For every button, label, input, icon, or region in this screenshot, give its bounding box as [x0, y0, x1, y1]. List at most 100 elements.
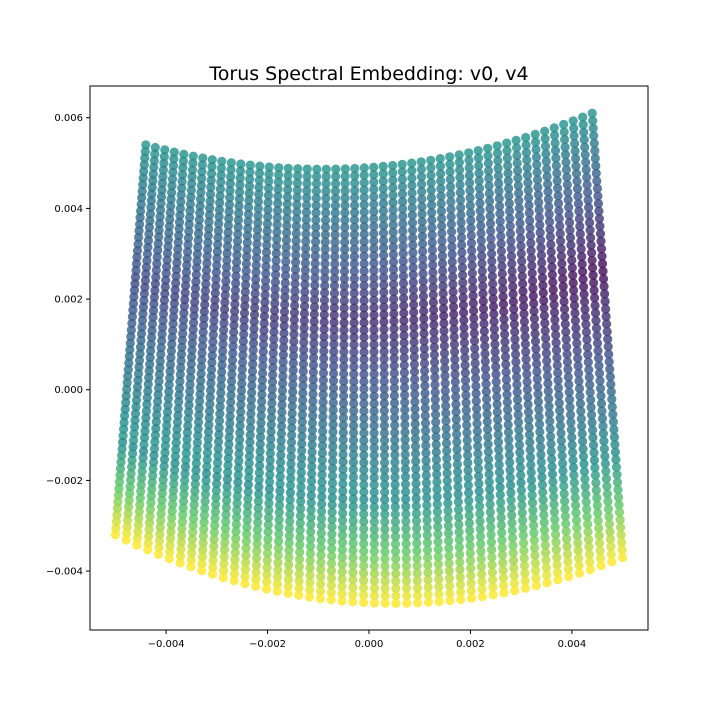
scatter-point: [599, 444, 610, 454]
scatter-point: [245, 444, 255, 454]
scatter-point: [138, 180, 148, 190]
scatter-point: [463, 473, 473, 483]
scatter-point: [544, 394, 554, 404]
scatter-point: [511, 364, 521, 375]
scatter-point: [317, 492, 327, 502]
scatter-point: [379, 243, 389, 253]
scatter-point: [125, 488, 135, 498]
scatter-point: [408, 262, 418, 273]
scatter-point: [599, 281, 609, 291]
scatter-point: [208, 344, 218, 354]
scatter-point: [319, 317, 329, 327]
scatter-point: [349, 362, 359, 372]
scatter-point: [439, 348, 450, 358]
scatter-point: [433, 537, 443, 547]
scatter-point: [302, 164, 312, 174]
scatter-point: [201, 475, 211, 486]
scatter-point: [591, 323, 602, 333]
scatter-point: [137, 322, 147, 332]
scatter-point: [141, 262, 151, 272]
scatter-point: [463, 465, 473, 475]
scatter-point: [339, 376, 349, 386]
scatter-point: [586, 240, 596, 250]
scatter-point: [283, 170, 293, 181]
scatter-point: [437, 213, 447, 224]
scatter-point: [217, 367, 227, 377]
scatter-point: [182, 254, 192, 264]
scatter-point: [422, 523, 432, 533]
scatter-point: [427, 215, 437, 225]
scatter-point: [340, 244, 350, 254]
scatter-point: [494, 445, 504, 455]
scatter-point: [573, 199, 584, 209]
scatter-point: [569, 470, 579, 480]
scatter-point: [154, 543, 164, 553]
scatter-point: [208, 555, 218, 565]
scatter-point: [568, 270, 578, 280]
scatter-point: [167, 506, 177, 516]
scatter-point: [159, 295, 169, 305]
scatter-point: [348, 516, 358, 526]
scatter-point: [218, 332, 228, 342]
scatter-point: [369, 303, 379, 313]
scatter-point: [318, 404, 328, 414]
scatter-point: [331, 171, 341, 181]
scatter-point: [379, 302, 389, 312]
scatter-point: [590, 300, 600, 311]
scatter-point: [194, 410, 204, 420]
scatter-point: [167, 174, 178, 184]
scatter-point: [144, 525, 154, 535]
scatter-point: [446, 204, 456, 214]
scatter-point: [526, 246, 536, 256]
scatter-point: [422, 515, 432, 525]
scatter-point: [484, 181, 494, 191]
scatter-point: [438, 266, 448, 276]
scatter-point: [289, 336, 299, 347]
scatter-point: [409, 300, 419, 310]
scatter-point: [493, 422, 503, 432]
scatter-point: [380, 591, 390, 601]
scatter-point: [273, 558, 283, 568]
scatter-point: [292, 185, 302, 195]
scatter-point: [157, 336, 167, 346]
scatter-point: [511, 143, 522, 153]
scatter-point: [438, 303, 449, 314]
scatter-point: [595, 538, 605, 548]
scatter-point: [423, 575, 433, 585]
scatter-point: [578, 451, 589, 461]
scatter-point: [572, 530, 582, 541]
scatter-point: [178, 163, 188, 173]
scatter-point: [318, 397, 328, 407]
scatter-point: [369, 288, 379, 298]
scatter-point: [230, 555, 240, 565]
scatter-point: [119, 417, 129, 428]
scatter-point: [610, 447, 621, 457]
scatter-point: [212, 253, 222, 263]
scatter-point: [258, 340, 269, 350]
scatter-point: [562, 180, 572, 190]
scatter-point: [389, 346, 399, 356]
scatter-point: [391, 591, 401, 601]
scatter-point: [598, 266, 608, 276]
scatter-point: [302, 186, 312, 196]
scatter-point: [126, 475, 136, 485]
scatter-point: [203, 434, 213, 444]
scatter-point: [359, 553, 369, 563]
scatter-point: [163, 400, 173, 410]
scatter-point: [459, 308, 469, 318]
scatter-point: [596, 561, 606, 571]
scatter-point: [339, 274, 349, 284]
scatter-point: [592, 493, 602, 503]
scatter-point: [551, 529, 561, 540]
scatter-point: [578, 267, 588, 277]
scatter-point: [206, 378, 216, 388]
scatter-point: [607, 557, 617, 567]
scatter-point: [195, 396, 205, 406]
scatter-point: [348, 472, 358, 482]
scatter-point: [254, 189, 264, 199]
scatter-point: [260, 304, 270, 314]
scatter-point: [412, 590, 423, 601]
scatter-point: [271, 255, 281, 266]
scatter-point: [590, 153, 600, 163]
scatter-point: [245, 160, 255, 170]
